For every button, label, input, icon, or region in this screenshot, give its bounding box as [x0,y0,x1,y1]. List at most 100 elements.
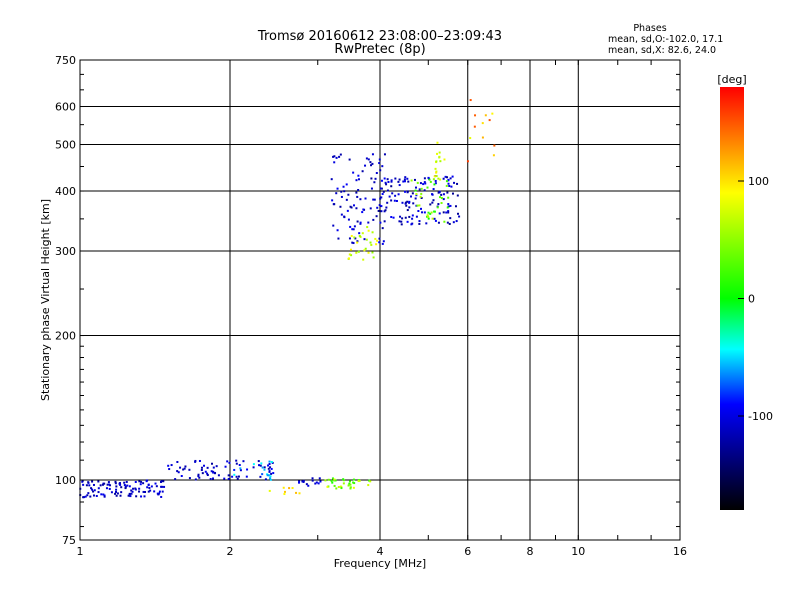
data-point [311,477,314,480]
data-point [184,465,187,468]
data-point [210,470,213,473]
data-point [376,239,379,242]
data-point [162,480,165,483]
data-point [335,487,338,490]
x-tick-label: 8 [527,545,534,558]
data-point [138,490,141,493]
data-point [134,488,137,491]
data-point [131,490,134,493]
data-point [85,484,88,487]
data-point [400,223,403,226]
data-point [155,485,158,488]
data-point [384,209,387,212]
data-point [370,164,373,167]
data-point [442,198,445,201]
data-point [105,487,108,490]
data-point [338,155,341,158]
phase-legend-o: mean, sd,O:-102.0, 17.1 [608,34,723,45]
data-point [426,215,429,218]
data-point [418,188,421,191]
data-point [330,178,333,181]
data-point [356,241,359,244]
data-point [91,488,94,491]
data-point [101,483,104,486]
data-point [89,495,92,498]
data-point [469,99,472,102]
data-point [408,201,411,204]
data-point [426,214,429,217]
data-point [423,189,426,192]
data-point [115,494,118,497]
data-point [369,207,372,210]
data-point [348,253,351,256]
data-point [233,468,236,471]
data-point [352,171,355,174]
data-point [413,178,416,181]
data-point [149,489,152,492]
data-point [352,242,355,245]
data-point [458,215,461,218]
data-point [383,153,386,156]
data-point [440,202,443,205]
data-point [404,202,407,205]
data-point [418,220,421,223]
data-point [349,205,352,208]
y-tick-label: 600 [55,101,76,114]
data-point [212,471,215,474]
data-point [311,479,314,482]
data-point [456,182,459,185]
data-point [356,220,359,223]
data-point [411,214,414,217]
data-point [397,180,400,183]
x-tick-label: 10 [571,545,585,558]
data-point [206,466,209,469]
data-point [110,491,113,494]
data-point [355,179,358,182]
data-point [120,491,123,494]
data-point [362,258,365,261]
data-point [106,483,109,486]
data-point [442,177,445,180]
data-point [451,175,454,178]
data-point [390,216,393,219]
data-point [429,203,432,206]
data-point [435,170,438,173]
data-point [239,469,242,472]
data-point [198,476,201,479]
data-point [439,196,442,199]
data-point [270,460,273,463]
data-point [372,256,375,259]
data-point [261,473,264,476]
data-point [427,211,430,214]
data-point [491,112,494,115]
data-point [427,176,430,179]
data-point [179,466,182,469]
data-point [315,481,318,484]
data-point [183,467,186,470]
data-point [445,184,448,187]
data-point [443,220,446,223]
data-point [201,472,204,475]
data-point [414,186,417,189]
data-point [373,181,376,184]
y-tick-label: 500 [55,139,76,152]
data-point [435,174,438,177]
data-point [146,486,149,489]
data-point [445,211,448,214]
data-point [390,199,393,202]
data-point [437,177,440,180]
data-point [484,114,487,117]
data-point [119,483,122,486]
data-point [410,179,413,182]
data-point [352,478,355,481]
data-point [400,220,403,223]
data-point [115,490,118,493]
data-point [343,190,346,193]
data-point [345,198,348,201]
y-axis-ticks: 75 100 200 300 400 500 600 750 [55,54,680,547]
data-point [430,211,433,214]
data-point [119,482,122,485]
data-point [422,183,425,186]
data-point [142,490,145,493]
data-point [213,472,216,475]
